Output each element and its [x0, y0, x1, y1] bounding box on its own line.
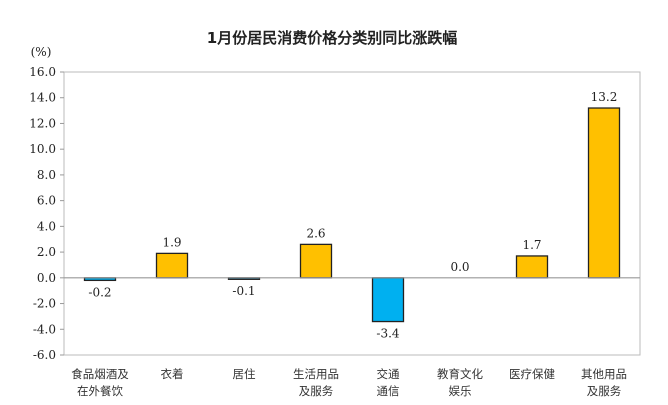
y-tick-label: 8.0: [37, 168, 56, 182]
y-tick-label: 14.0: [29, 91, 56, 105]
y-tick-label: 2.0: [37, 245, 56, 259]
x-tick-label: 及服务: [299, 384, 334, 398]
y-tick-label: 10.0: [29, 142, 56, 156]
y-tick-label: 4.0: [37, 219, 56, 233]
bar: [515, 255, 549, 279]
y-axis-label: (%): [31, 45, 52, 59]
data-label: 1.7: [522, 238, 541, 252]
bar: [371, 277, 405, 323]
data-label: 0.0: [450, 260, 469, 274]
x-tick-label: 及服务: [587, 384, 622, 398]
data-label: 13.2: [591, 90, 618, 104]
x-tick-label: 生活用品: [293, 367, 339, 381]
bar: [587, 107, 621, 279]
y-tick-label: 0.0: [37, 271, 56, 285]
x-tick-label: 居住: [233, 367, 256, 381]
data-label: -3.4: [376, 327, 400, 341]
plot-frame: [63, 71, 641, 356]
data-label: 2.6: [306, 226, 325, 240]
x-tick-label: 通信: [377, 384, 400, 398]
x-tick-label: 其他用品: [581, 367, 627, 381]
x-tick-label: 食品烟酒及: [71, 367, 129, 381]
y-tick-label: -2.0: [33, 297, 56, 311]
data-label: 1.9: [162, 235, 181, 249]
bar: [155, 252, 189, 279]
bar: [299, 243, 333, 279]
chart-title: 1月份居民消费价格分类别同比涨跌幅: [207, 29, 457, 47]
y-tick-label: 12.0: [29, 116, 56, 130]
x-tick-label: 衣着: [161, 367, 184, 381]
data-label: -0.2: [88, 285, 111, 299]
x-tick-label: 教育文化: [437, 367, 483, 381]
data-label: -0.1: [232, 284, 255, 298]
y-tick-label: -4.0: [33, 322, 56, 336]
y-tick-label: -6.0: [33, 348, 56, 362]
x-tick-label: 医疗保健: [509, 367, 555, 381]
x-tick-label: 在外餐饮: [77, 384, 123, 398]
y-tick-label: 16.0: [29, 65, 56, 79]
y-tick-label: 6.0: [37, 194, 56, 208]
x-tick-label: 交通: [377, 367, 400, 381]
x-tick-label: 娱乐: [449, 384, 472, 398]
